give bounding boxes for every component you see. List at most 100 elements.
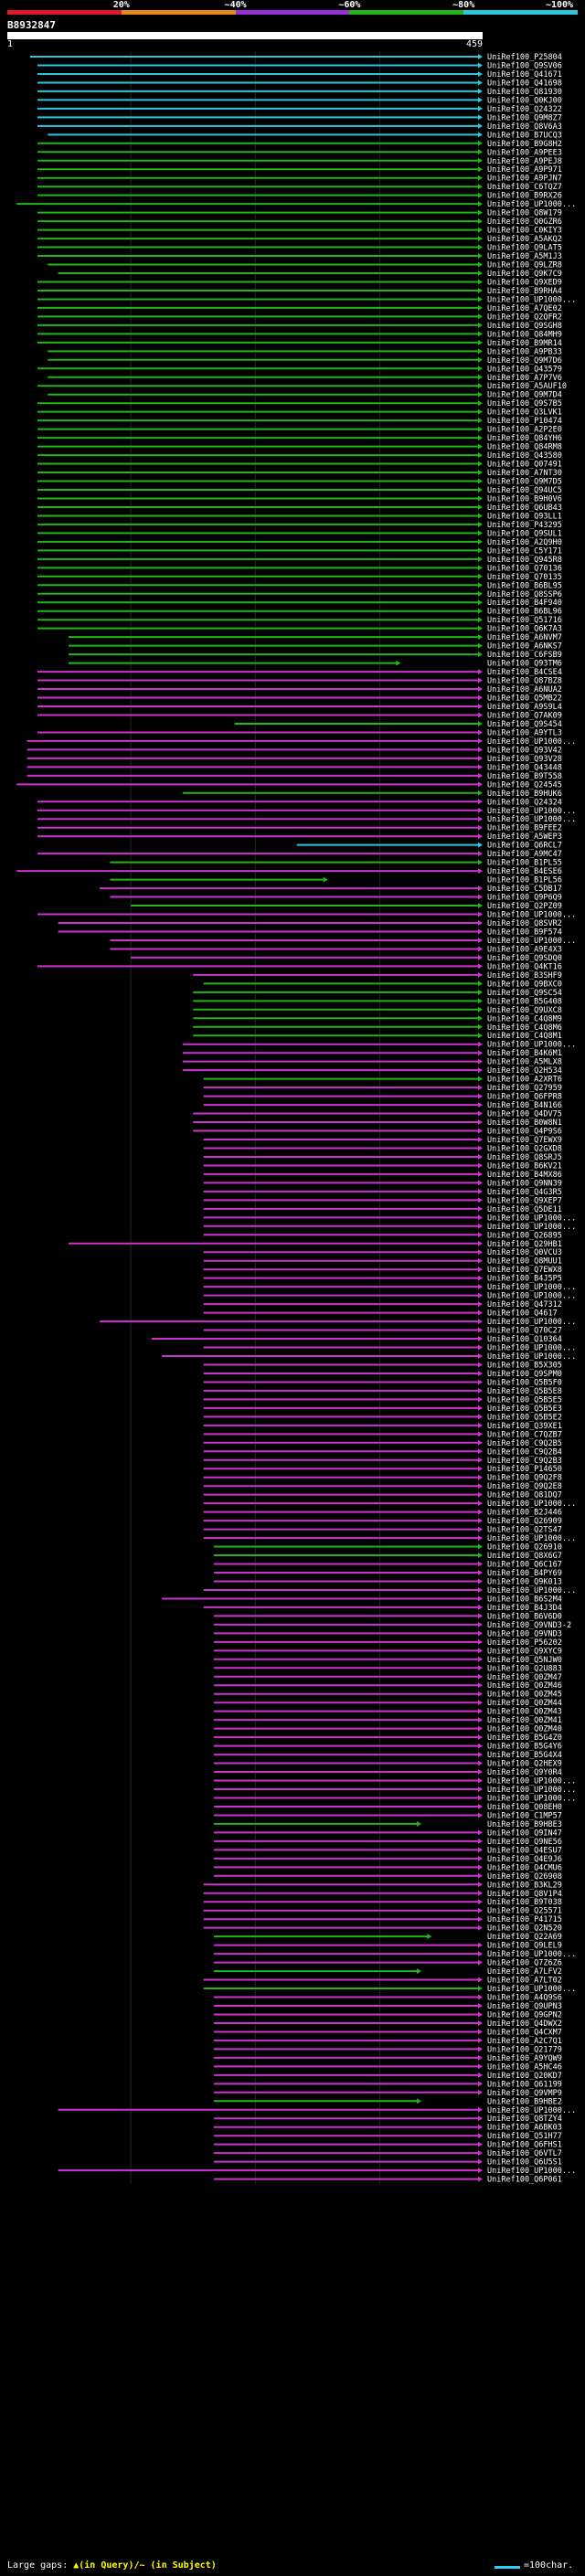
hit-label[interactable]: UniRef100_B5G4Z0 (487, 1733, 562, 1743)
hit-label[interactable]: UniRef100_P41715 (487, 1915, 562, 1924)
hit-label[interactable]: UniRef100_UP1000... (487, 1500, 576, 1509)
hit-label[interactable]: UniRef100_UP1000... (487, 1985, 576, 1994)
hit-label[interactable]: UniRef100_A9MC47 (487, 850, 562, 859)
hit-label[interactable]: UniRef100_B4CSE4 (487, 668, 562, 677)
hit-label[interactable]: UniRef100_C0KIY3 (487, 227, 562, 236)
hit-label[interactable]: UniRef100_B5X305 (487, 1361, 562, 1370)
hit-label[interactable]: UniRef100_Q4CXM7 (487, 2028, 562, 2037)
hit-label[interactable]: UniRef100_B2J446 (487, 1509, 562, 1518)
hit-label[interactable]: UniRef100_UP1000... (487, 1794, 576, 1803)
hit-label[interactable]: UniRef100_Q2N520 (487, 1924, 562, 1934)
hit-label[interactable]: UniRef100_Q8MUU1 (487, 1257, 562, 1267)
hit-label[interactable]: UniRef100_Q84YH6 (487, 434, 562, 443)
hit-label[interactable]: UniRef100_UP1000... (487, 1041, 576, 1050)
hit-label[interactable]: UniRef100_Q43448 (487, 763, 562, 772)
hit-label[interactable]: UniRef100_Q26910 (487, 1543, 562, 1553)
hit-label[interactable]: UniRef100_Q6P061 (487, 2176, 562, 2185)
hit-label[interactable]: UniRef100_UP1000... (487, 1223, 576, 1232)
hit-label[interactable]: UniRef100_A5WEP3 (487, 832, 562, 842)
hit-label[interactable]: UniRef100_Q9M7D5 (487, 478, 562, 487)
hit-label[interactable]: UniRef100_A9PEE3 (487, 148, 562, 157)
hit-label[interactable]: UniRef100_UP1000... (487, 1586, 576, 1595)
hit-label[interactable]: UniRef100_Q9M7D4 (487, 391, 562, 400)
hit-label[interactable]: UniRef100_Q41698 (487, 79, 562, 88)
hit-label[interactable]: UniRef100_UP1000... (487, 911, 576, 920)
hit-label[interactable]: UniRef100_Q5B5E3 (487, 1405, 562, 1414)
hit-label[interactable]: UniRef100_Q9SGH8 (487, 322, 562, 331)
hit-label[interactable]: UniRef100_Q9M7D6 (487, 356, 562, 366)
hit-label[interactable]: UniRef100_Q9VMP9 (487, 2089, 562, 2098)
hit-label[interactable]: UniRef100_Q21779 (487, 2045, 562, 2054)
hit-label[interactable]: UniRef100_Q10364 (487, 1335, 562, 1344)
hit-label[interactable]: UniRef100_UP1000... (487, 2106, 576, 2115)
hit-label[interactable]: UniRef100_Q70C27 (487, 1327, 562, 1336)
hit-label[interactable]: UniRef100_A6NUA2 (487, 685, 562, 694)
hit-label[interactable]: UniRef100_B9HBE3 (487, 1820, 562, 1829)
hit-label[interactable]: UniRef100_Q0ZM47 (487, 1673, 562, 1682)
hit-label[interactable]: UniRef100_Q29HB1 (487, 1240, 562, 1249)
hit-label[interactable]: UniRef100_Q2PZ09 (487, 902, 562, 911)
hit-label[interactable]: UniRef100_UP1000... (487, 1344, 576, 1353)
hit-label[interactable]: UniRef100_B1PL55 (487, 859, 562, 868)
hit-label[interactable]: UniRef100_B6S2M4 (487, 1595, 562, 1604)
hit-label[interactable]: UniRef100_B4PY69 (487, 1569, 562, 1578)
hit-label[interactable]: UniRef100_Q47312 (487, 1300, 562, 1309)
hit-label[interactable]: UniRef100_B6V6D0 (487, 1612, 562, 1621)
hit-label[interactable]: UniRef100_Q43579 (487, 365, 562, 374)
hit-label[interactable]: UniRef100_Q2U883 (487, 1664, 562, 1673)
hit-label[interactable]: UniRef100_Q9NN39 (487, 1179, 562, 1188)
hit-label[interactable]: UniRef100_Q07491 (487, 461, 562, 470)
hit-label[interactable]: UniRef100_UP1000... (487, 1950, 576, 1959)
hit-label[interactable]: UniRef100_Q8TZY4 (487, 2115, 562, 2124)
hit-label[interactable]: UniRef100_Q93V28 (487, 755, 562, 764)
hit-label[interactable]: UniRef100_UP1000... (487, 1777, 576, 1786)
hit-label[interactable]: UniRef100_B4J5P5 (487, 1275, 562, 1284)
hit-label[interactable]: UniRef100_B5G408 (487, 997, 562, 1006)
hit-label[interactable]: UniRef100_Q4P9S6 (487, 1128, 562, 1137)
hit-label[interactable]: UniRef100_Q2QFR2 (487, 313, 562, 322)
hit-label[interactable]: UniRef100_B5G4X4 (487, 1751, 562, 1760)
hit-label[interactable]: UniRef100_Q26895 (487, 1231, 562, 1240)
hit-label[interactable]: UniRef100_A5AUF10 (487, 382, 567, 391)
hit-label[interactable]: UniRef100_Q0VCU3 (487, 1248, 562, 1257)
hit-label[interactable]: UniRef100_A2C7Q1 (487, 2037, 562, 2046)
hit-label[interactable]: UniRef100_A9PEJ8 (487, 157, 562, 166)
hit-label[interactable]: UniRef100_C1MP57 (487, 1811, 562, 1820)
hit-label[interactable]: UniRef100_UP1000... (487, 1534, 576, 1543)
hit-label[interactable]: UniRef100_Q25571 (487, 1907, 562, 1916)
hit-label[interactable]: UniRef100_A5M1J3 (487, 252, 562, 261)
hit-label[interactable]: UniRef100_Q9UPN3 (487, 2002, 562, 2011)
hit-label[interactable]: UniRef100_UP1000... (487, 1786, 576, 1795)
hit-label[interactable]: UniRef100_Q9XED9 (487, 278, 562, 287)
hit-label[interactable]: UniRef100_C4Q8M1 (487, 1032, 562, 1041)
hit-label[interactable]: UniRef100_C5DB17 (487, 885, 562, 894)
hit-label[interactable]: UniRef100_Q9K7C9 (487, 270, 562, 279)
hit-label[interactable]: UniRef100_Q8SRJ5 (487, 1153, 562, 1162)
hit-label[interactable]: UniRef100_C6FSB9 (487, 651, 562, 660)
hit-label[interactable]: UniRef100_B5G4Y6 (487, 1743, 562, 1752)
hit-label[interactable]: UniRef100_A9YTL3 (487, 728, 562, 737)
hit-label[interactable]: UniRef100_Q9XEP7 (487, 1196, 562, 1205)
hit-label[interactable]: UniRef100_C7QZB7 (487, 1430, 562, 1439)
hit-label[interactable]: UniRef100_Q27959 (487, 1084, 562, 1093)
hit-label[interactable]: UniRef100_Q5B5E2 (487, 1413, 562, 1422)
hit-label[interactable]: UniRef100_Q81930 (487, 88, 562, 97)
hit-label[interactable]: UniRef100_Q9UXC8 (487, 1006, 562, 1015)
hit-label[interactable]: UniRef100_B4ESE6 (487, 867, 562, 876)
hit-label[interactable]: UniRef100_Q0ZM41 (487, 1716, 562, 1725)
hit-label[interactable]: UniRef100_B9F574 (487, 928, 562, 937)
hit-label[interactable]: UniRef100_Q94UC5 (487, 486, 562, 495)
hit-label[interactable]: UniRef100_Q9SDQ0 (487, 954, 562, 963)
hit-label[interactable]: UniRef100_Q9Q2E8 (487, 1482, 562, 1491)
hit-label[interactable]: UniRef100_Q6K7A3 (487, 625, 562, 634)
hit-label[interactable]: UniRef100_Q7EWX8 (487, 1266, 562, 1275)
hit-label[interactable]: UniRef100_B4MX86 (487, 1171, 562, 1180)
hit-label[interactable]: UniRef100_Q2GXD8 (487, 1144, 562, 1153)
hit-label[interactable]: UniRef100_Q2HEX9 (487, 1760, 562, 1769)
hit-label[interactable]: UniRef100_C9Q2B3 (487, 1457, 562, 1466)
hit-label[interactable]: UniRef100_Q93LL1 (487, 512, 562, 521)
hit-label[interactable]: UniRef100_Q0GZR6 (487, 217, 562, 227)
hit-label[interactable]: UniRef100_P14650 (487, 1465, 562, 1474)
hit-label[interactable]: UniRef100_B1PL56 (487, 876, 562, 885)
hit-label[interactable]: UniRef100_P25804 (487, 53, 562, 62)
